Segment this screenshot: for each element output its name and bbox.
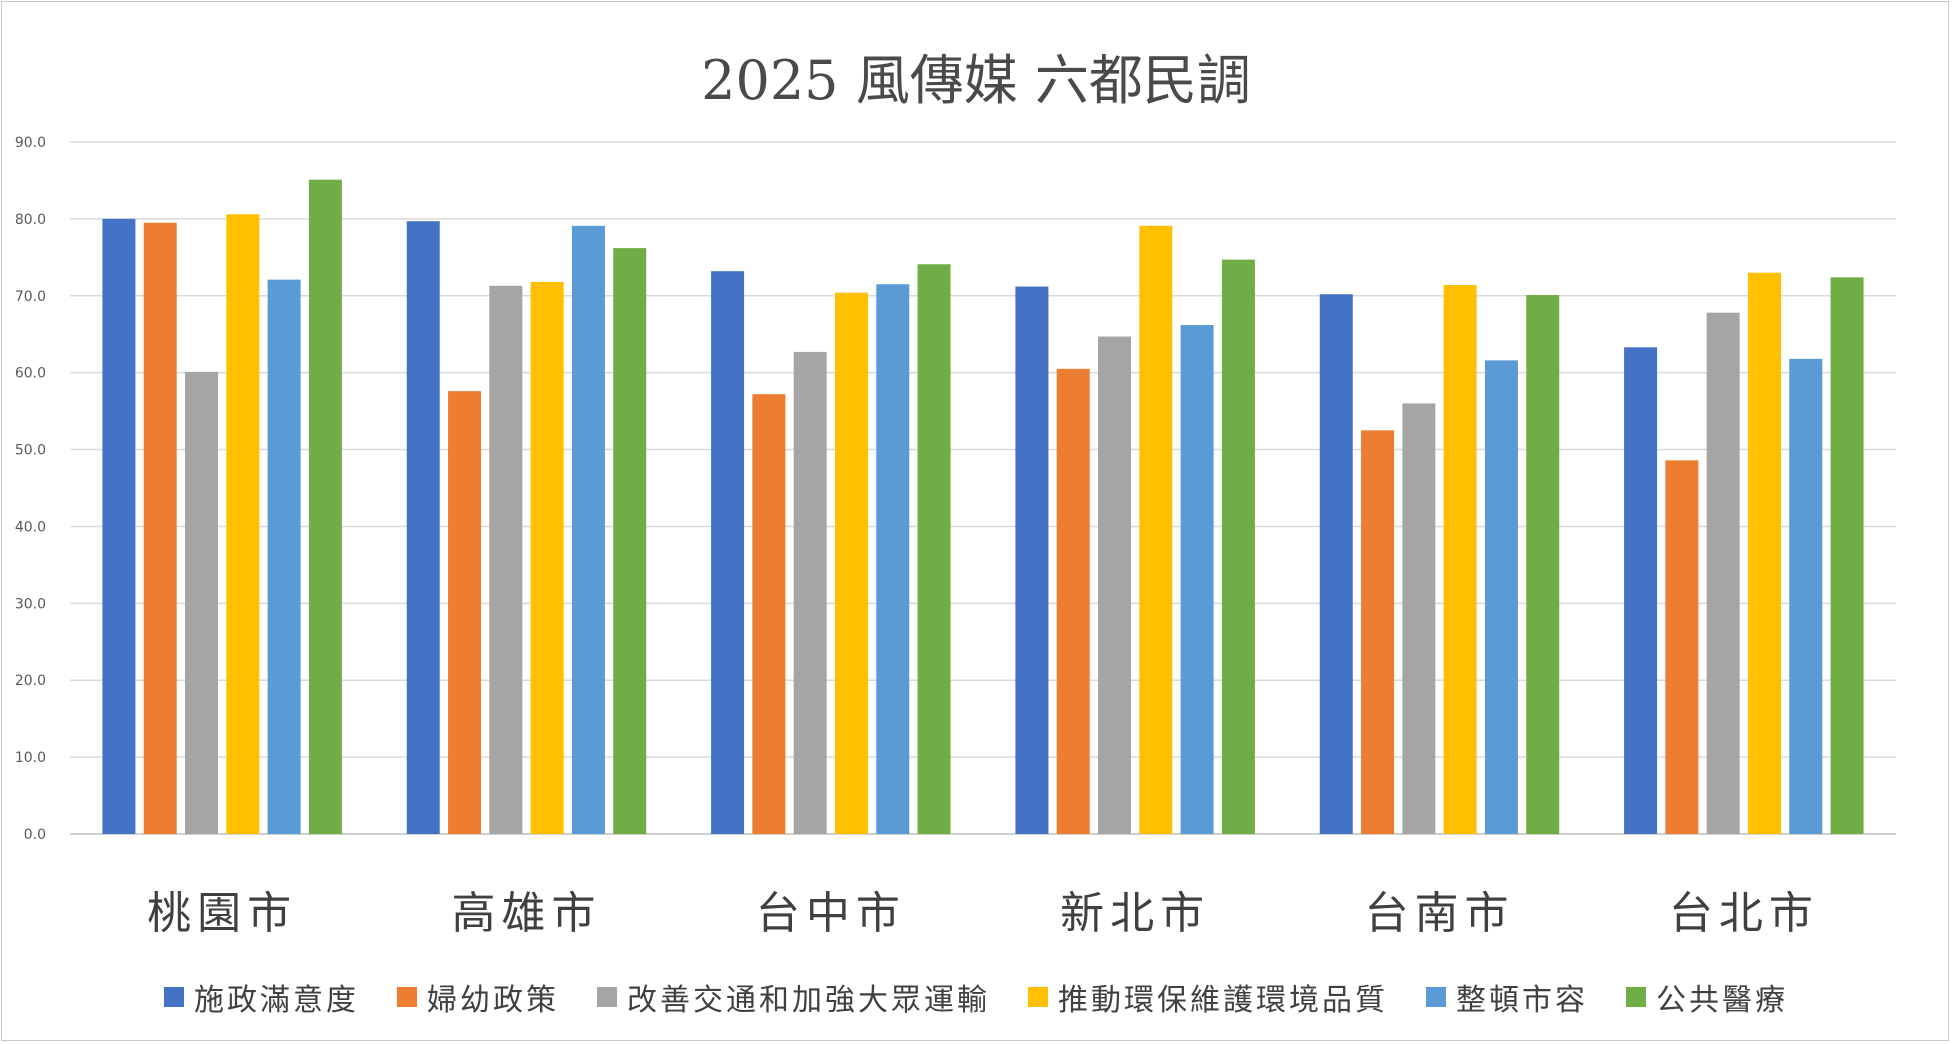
bar [489, 285, 523, 834]
bar [102, 218, 136, 834]
legend-label: 整頓市容 [1456, 983, 1588, 1018]
legend-item: 施政滿意度 [164, 975, 359, 1019]
bar [1706, 312, 1740, 834]
bar [1443, 285, 1477, 835]
y-tick-label: 70.0 [15, 289, 46, 305]
legend-label: 婦幼政策 [427, 983, 559, 1018]
y-tick-label: 20.0 [15, 673, 46, 689]
y-tick-label: 30.0 [15, 596, 46, 612]
legend-label: 改善交通和加強大眾運輸 [627, 983, 990, 1018]
bar [1221, 259, 1255, 834]
bar [1789, 358, 1823, 834]
x-tick-label: 台中市 [756, 888, 906, 939]
bar [1402, 403, 1436, 834]
legend-swatch [1626, 987, 1646, 1007]
legend-swatch [1028, 987, 1048, 1007]
legend-swatch [397, 987, 417, 1007]
legend-label: 推動環保維護環境品質 [1058, 983, 1388, 1018]
y-tick-label: 0.0 [24, 827, 46, 843]
x-tick-label: 高雄市 [452, 888, 602, 939]
legend-item: 改善交通和加強大眾運輸 [597, 975, 990, 1019]
bar [752, 394, 786, 834]
bar [308, 179, 342, 835]
bar [1830, 277, 1864, 834]
legend-item: 公共醫療 [1626, 975, 1788, 1019]
bar [185, 371, 219, 834]
legend-swatch [164, 987, 184, 1007]
y-tick-label: 50.0 [15, 443, 46, 459]
x-tick-label: 桃園市 [147, 888, 297, 939]
bar [834, 292, 868, 834]
legend-swatch [597, 987, 617, 1007]
bar [1526, 295, 1560, 834]
bar [1139, 225, 1173, 834]
legend-label: 公共醫療 [1656, 983, 1788, 1018]
bar [530, 281, 564, 835]
bar [1319, 294, 1353, 834]
bar [876, 284, 910, 834]
legend-item: 推動環保維護環境品質 [1028, 975, 1388, 1019]
bar [406, 221, 440, 834]
x-tick-label: 台北市 [1669, 888, 1819, 939]
bar [1361, 430, 1395, 834]
bar [711, 271, 745, 834]
bar [1747, 272, 1781, 834]
y-tick-label: 80.0 [15, 212, 46, 228]
bar [571, 225, 605, 834]
bar [1484, 360, 1518, 834]
y-tick-label: 40.0 [15, 519, 46, 535]
bar [143, 222, 177, 834]
bar [1624, 347, 1658, 834]
legend-swatch [1426, 987, 1446, 1007]
bar [1098, 336, 1132, 834]
bar [267, 279, 301, 834]
x-tick-label: 新北市 [1060, 888, 1210, 939]
legend-item: 整頓市容 [1426, 975, 1588, 1019]
x-tick-label: 台南市 [1365, 888, 1515, 939]
y-tick-label: 60.0 [15, 366, 46, 382]
legend-label: 施政滿意度 [194, 983, 359, 1018]
chart-legend: 施政滿意度 婦幼政策 改善交通和加強大眾運輸 推動環保維護環境品質 整頓市容 公共醫療 [0, 975, 1952, 1019]
y-tick-label: 90.0 [15, 135, 46, 151]
bar [917, 264, 951, 835]
bar [448, 391, 482, 834]
bar [226, 214, 260, 834]
bar [1056, 368, 1090, 834]
bar [1015, 286, 1049, 834]
chart-title: 2025 風傳媒 六都民調 [701, 49, 1251, 112]
bar [1180, 324, 1214, 834]
legend-item: 婦幼政策 [397, 975, 559, 1019]
bar [1665, 460, 1699, 834]
bar [793, 351, 827, 834]
y-tick-label: 10.0 [15, 750, 46, 766]
bar [613, 248, 647, 834]
